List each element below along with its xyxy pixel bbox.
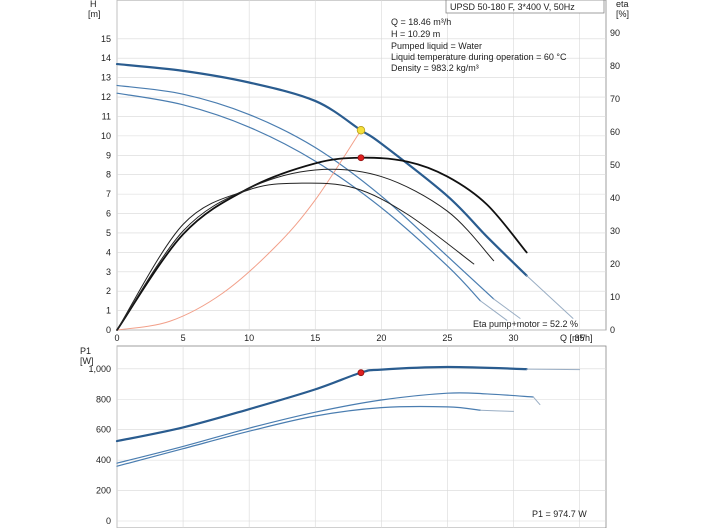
head-min-curve [116,92,482,302]
head-axis-unit-bottom: [m] [88,9,101,19]
system-curve-curve [116,129,362,331]
power-mid-curve [116,392,534,464]
head-tick-label: 10 [101,131,111,141]
duty-point-power-marker [357,369,365,377]
head-max-extension-curve [526,275,574,319]
eta-tick-label: 10 [610,292,620,302]
x-tick-label: 30 [508,333,518,343]
info-density: Density = 983.2 kg/m³ [391,63,479,73]
head-tick-label: 8 [106,170,111,180]
head-chart-curves [115,62,574,331]
eta-axis-unit-top: eta [616,0,629,9]
head-tick-label: 12 [101,92,111,102]
power-tick-label: 0 [106,516,111,526]
head-tick-label: 0 [106,325,111,335]
power-tick-label: 400 [96,455,111,465]
power-axis-unit-top: P1 [80,346,91,356]
power-axis-unit-bottom: [W] [80,356,94,366]
eta-tick-label: 50 [610,160,620,170]
head-tick-label: 15 [101,34,111,44]
eta-min-curve [116,182,475,331]
eta-tick-label: 80 [610,61,620,71]
info-temperature: Liquid temperature during operation = 60… [391,52,567,62]
chart-title: UPSD 50-180 F, 3*400 V, 50Hz [450,2,575,12]
duty-point-head-marker [356,126,366,135]
power-chart-grid [116,346,606,528]
eta-tick-label: 60 [610,127,620,137]
chart-title-box [445,0,605,14]
eta-mid-curve [116,168,495,331]
head-tick-label: 3 [106,267,111,277]
head-tick-label: 7 [106,189,111,199]
power-chart: 0 200 400 600 800 1,000 P1 [W] P1 = 974.7 W [80,345,607,528]
x-tick-label: 20 [376,333,386,343]
eta-value-label: Eta pump+motor = 52.2 % [473,319,578,329]
power-min-extension-curve [479,409,514,412]
power-chart-curves [115,365,581,467]
power-min-curve [116,405,482,467]
x-tick-label: 35 [575,333,585,343]
head-tick-label: 5 [106,228,111,238]
head-axis-unit-top: H [90,0,97,9]
duty-point-eta-marker [357,154,365,162]
head-chart-ticks: 0 5 10 15 20 25 30 3501234567891011121314150102… [101,28,620,343]
x-tick-label: 25 [442,333,452,343]
eta-tick-label: 20 [610,259,620,269]
power-tick-label: 800 [96,394,111,404]
head-tick-label: 14 [101,53,111,63]
power-mid-extension-curve [532,396,541,406]
head-chart-grid [116,0,606,331]
eta-tick-label: 30 [610,226,620,236]
power-tick-label: 1,000 [88,364,111,374]
power-tick-label: 200 [96,486,111,496]
eta-tick-label: 40 [610,193,620,203]
info-liquid: Pumped liquid = Water [391,41,482,51]
power-chart-plot-area [116,345,607,528]
eta-tick-label: 90 [610,28,620,38]
info-head: H = 10.29 m [391,29,440,39]
head-min-extension-curve [479,300,508,321]
eta-max-curve [116,156,528,331]
x-tick-label: 10 [244,333,254,343]
head-mid-extension-curve [493,298,521,319]
head-tick-label: 2 [106,286,111,296]
eta-axis-unit-bottom: [%] [616,9,629,19]
head-tick-label: 13 [101,73,111,83]
head-tick-label: 11 [102,111,111,121]
power-tick-label: 600 [96,425,111,435]
x-tick-label: 5 [181,333,186,343]
x-tick-label: 15 [310,333,320,343]
info-flow: Q = 18.46 m³/h [391,17,451,27]
power-value-label: P1 = 974.7 W [532,509,587,519]
head-chart: 0 5 10 15 20 25 30 3501234567891011121314150102… [88,0,629,343]
head-tick-label: 9 [106,150,111,160]
power-max-curve [115,365,528,443]
head-tick-label: 1 [106,306,111,316]
head-tick-label: 6 [106,209,111,219]
eta-tick-label: 70 [610,94,620,104]
x-axis-label: Q [m³/h] [560,333,593,343]
head-mid-curve [116,84,495,300]
head-tick-label: 4 [106,247,111,257]
power-chart-ticks: 0 200 400 600 800 1,000 [88,364,111,526]
x-tick-label: 0 [114,333,119,343]
eta-tick-label: 0 [610,325,615,335]
